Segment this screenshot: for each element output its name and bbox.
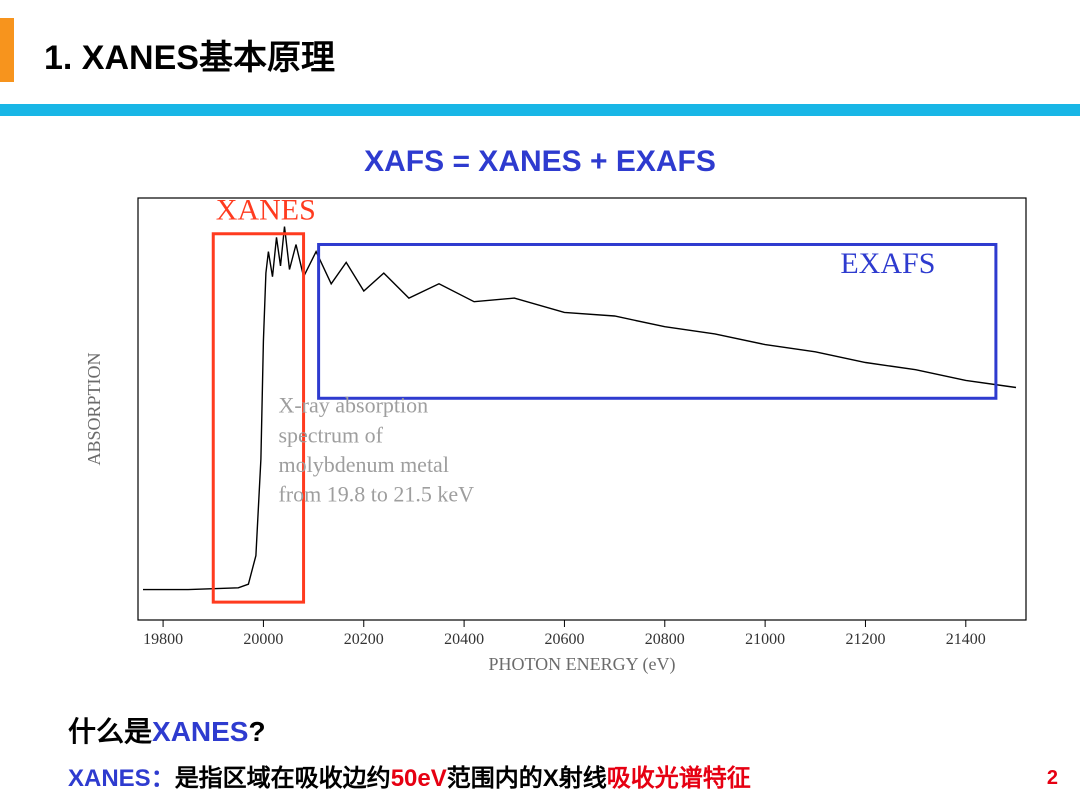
formula-text: XAFS = XANES + EXAFS bbox=[0, 145, 1080, 179]
svg-text:PHOTON ENERGY (eV): PHOTON ENERGY (eV) bbox=[489, 654, 676, 675]
answer-part1: 是指区域在吸收边约 bbox=[175, 765, 391, 792]
divider-bar bbox=[0, 104, 1080, 116]
page-number: 2 bbox=[1047, 767, 1058, 790]
svg-text:20200: 20200 bbox=[344, 631, 384, 648]
svg-text:XANES: XANES bbox=[216, 193, 316, 226]
svg-text:21000: 21000 bbox=[745, 631, 785, 648]
question-line: 什么是XANES? bbox=[68, 710, 266, 750]
answer-label: XANES bbox=[68, 765, 151, 792]
slide-title: 1. XANES基本原理 bbox=[44, 30, 335, 79]
answer-em1: 50eV bbox=[391, 765, 447, 792]
svg-text:20600: 20600 bbox=[544, 631, 584, 648]
answer-em2: 吸收光谱特征 bbox=[607, 765, 751, 792]
svg-text:19800: 19800 bbox=[143, 631, 183, 648]
svg-text:EXAFS: EXAFS bbox=[840, 247, 935, 280]
question-prefix: 什么是 bbox=[68, 716, 152, 747]
svg-text:21200: 21200 bbox=[845, 631, 885, 648]
absorption-chart: 19800 20000 20200 20400 20600 20800 21000 21200… bbox=[78, 188, 1038, 678]
question-suffix: ? bbox=[248, 716, 265, 747]
svg-text:molybdenum metal: molybdenum metal bbox=[278, 452, 448, 477]
svg-text:20400: 20400 bbox=[444, 631, 484, 648]
svg-text:21400: 21400 bbox=[946, 631, 986, 648]
svg-text:ABSORPTION: ABSORPTION bbox=[84, 352, 104, 465]
accent-bar bbox=[0, 18, 14, 82]
svg-text:spectrum of: spectrum of bbox=[278, 422, 383, 447]
question-term: XANES bbox=[152, 716, 248, 747]
svg-text:20800: 20800 bbox=[645, 631, 685, 648]
answer-part2: 范围内的X射线 bbox=[447, 765, 607, 792]
svg-text:20000: 20000 bbox=[243, 631, 283, 648]
answer-colon: ： bbox=[151, 765, 175, 792]
svg-text:from 19.8 to 21.5 keV: from 19.8 to 21.5 keV bbox=[278, 482, 474, 507]
svg-text:X-ray absorption: X-ray absorption bbox=[278, 393, 428, 418]
answer-line: XANES：是指区域在吸收边约50eV范围内的X射线吸收光谱特征 bbox=[68, 758, 751, 793]
